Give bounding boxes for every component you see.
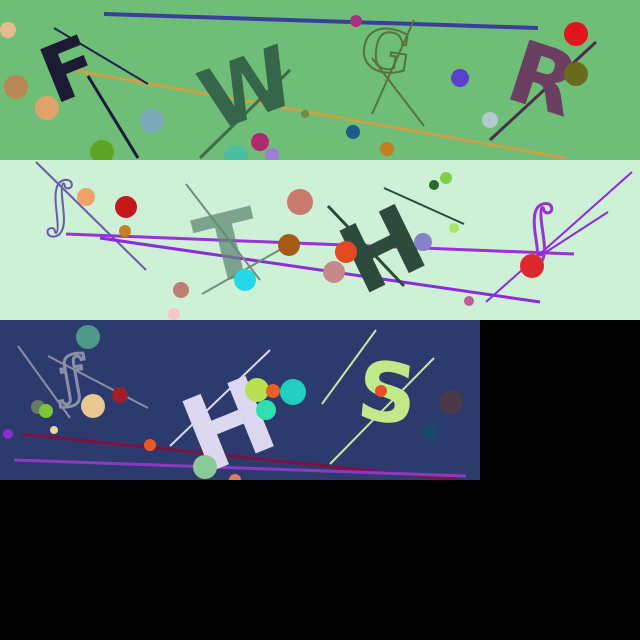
dot <box>439 390 463 414</box>
dot <box>224 145 248 160</box>
line <box>321 329 377 405</box>
line <box>201 243 291 295</box>
dot <box>119 225 131 237</box>
dot <box>168 308 180 320</box>
line <box>371 19 415 115</box>
dot <box>251 133 269 151</box>
line <box>329 357 435 465</box>
strip-green-canvas: F W G R <box>0 12 598 160</box>
line <box>485 171 633 303</box>
letter-g-glyph: G <box>357 14 416 88</box>
dot <box>234 269 256 291</box>
dot <box>50 426 58 434</box>
dot <box>301 110 309 118</box>
empty-black-area-bottom <box>0 480 480 640</box>
dot <box>280 379 306 405</box>
dot <box>0 22 16 38</box>
dot <box>173 282 189 298</box>
dot <box>229 474 241 480</box>
dot <box>449 223 459 233</box>
dot <box>278 234 300 256</box>
letter-s-glyph: ∫ <box>38 169 81 241</box>
line <box>198 68 292 160</box>
dot <box>265 148 279 160</box>
dot <box>77 188 95 206</box>
dot <box>140 109 164 133</box>
dot <box>375 385 387 397</box>
dot <box>287 189 313 215</box>
dot <box>323 261 345 283</box>
strip-mint-canvas: ∫ T H ∫ <box>35 161 633 320</box>
dot <box>35 96 59 120</box>
line <box>488 40 598 142</box>
dot <box>266 384 280 398</box>
line <box>99 236 541 304</box>
dot <box>193 455 217 479</box>
dot <box>482 112 498 128</box>
empty-black-area <box>480 320 640 640</box>
line <box>539 211 609 257</box>
dot <box>464 296 474 306</box>
letter-t-glyph: T <box>185 188 272 307</box>
line <box>185 183 261 281</box>
dot <box>451 69 469 87</box>
dot <box>90 140 114 160</box>
line <box>47 355 149 409</box>
dot <box>76 325 100 349</box>
dot <box>256 400 276 420</box>
line <box>371 57 425 127</box>
line <box>86 75 140 159</box>
dot <box>564 22 588 46</box>
line <box>65 232 575 256</box>
line <box>103 12 539 30</box>
line <box>383 187 465 225</box>
dot <box>112 387 128 403</box>
line <box>35 161 147 271</box>
strip-navy: ƒ H S <box>0 320 480 480</box>
letter-w-glyph: W <box>187 27 308 151</box>
dot <box>4 75 28 99</box>
dot <box>81 394 105 418</box>
dot <box>346 125 360 139</box>
line <box>13 458 467 478</box>
line <box>17 345 71 419</box>
dot <box>429 180 439 190</box>
letter-s-glyph: S <box>353 344 422 445</box>
line <box>53 27 149 85</box>
dot <box>350 15 362 27</box>
line <box>169 349 271 447</box>
dot <box>380 142 394 156</box>
strip-mint: ∫ T H ∫ <box>0 160 640 320</box>
dot <box>3 429 13 439</box>
dot <box>335 241 357 263</box>
dot <box>422 424 438 440</box>
dot <box>414 233 432 251</box>
line <box>71 68 567 160</box>
dot <box>520 254 544 278</box>
dot <box>115 196 137 218</box>
dot <box>245 378 269 402</box>
line <box>326 204 406 288</box>
dot <box>144 439 156 451</box>
strip-navy-canvas: ƒ H S <box>3 325 467 480</box>
dot <box>440 172 452 184</box>
strip-green: F W G R <box>0 0 640 160</box>
dot <box>39 404 53 418</box>
dot <box>564 62 588 86</box>
